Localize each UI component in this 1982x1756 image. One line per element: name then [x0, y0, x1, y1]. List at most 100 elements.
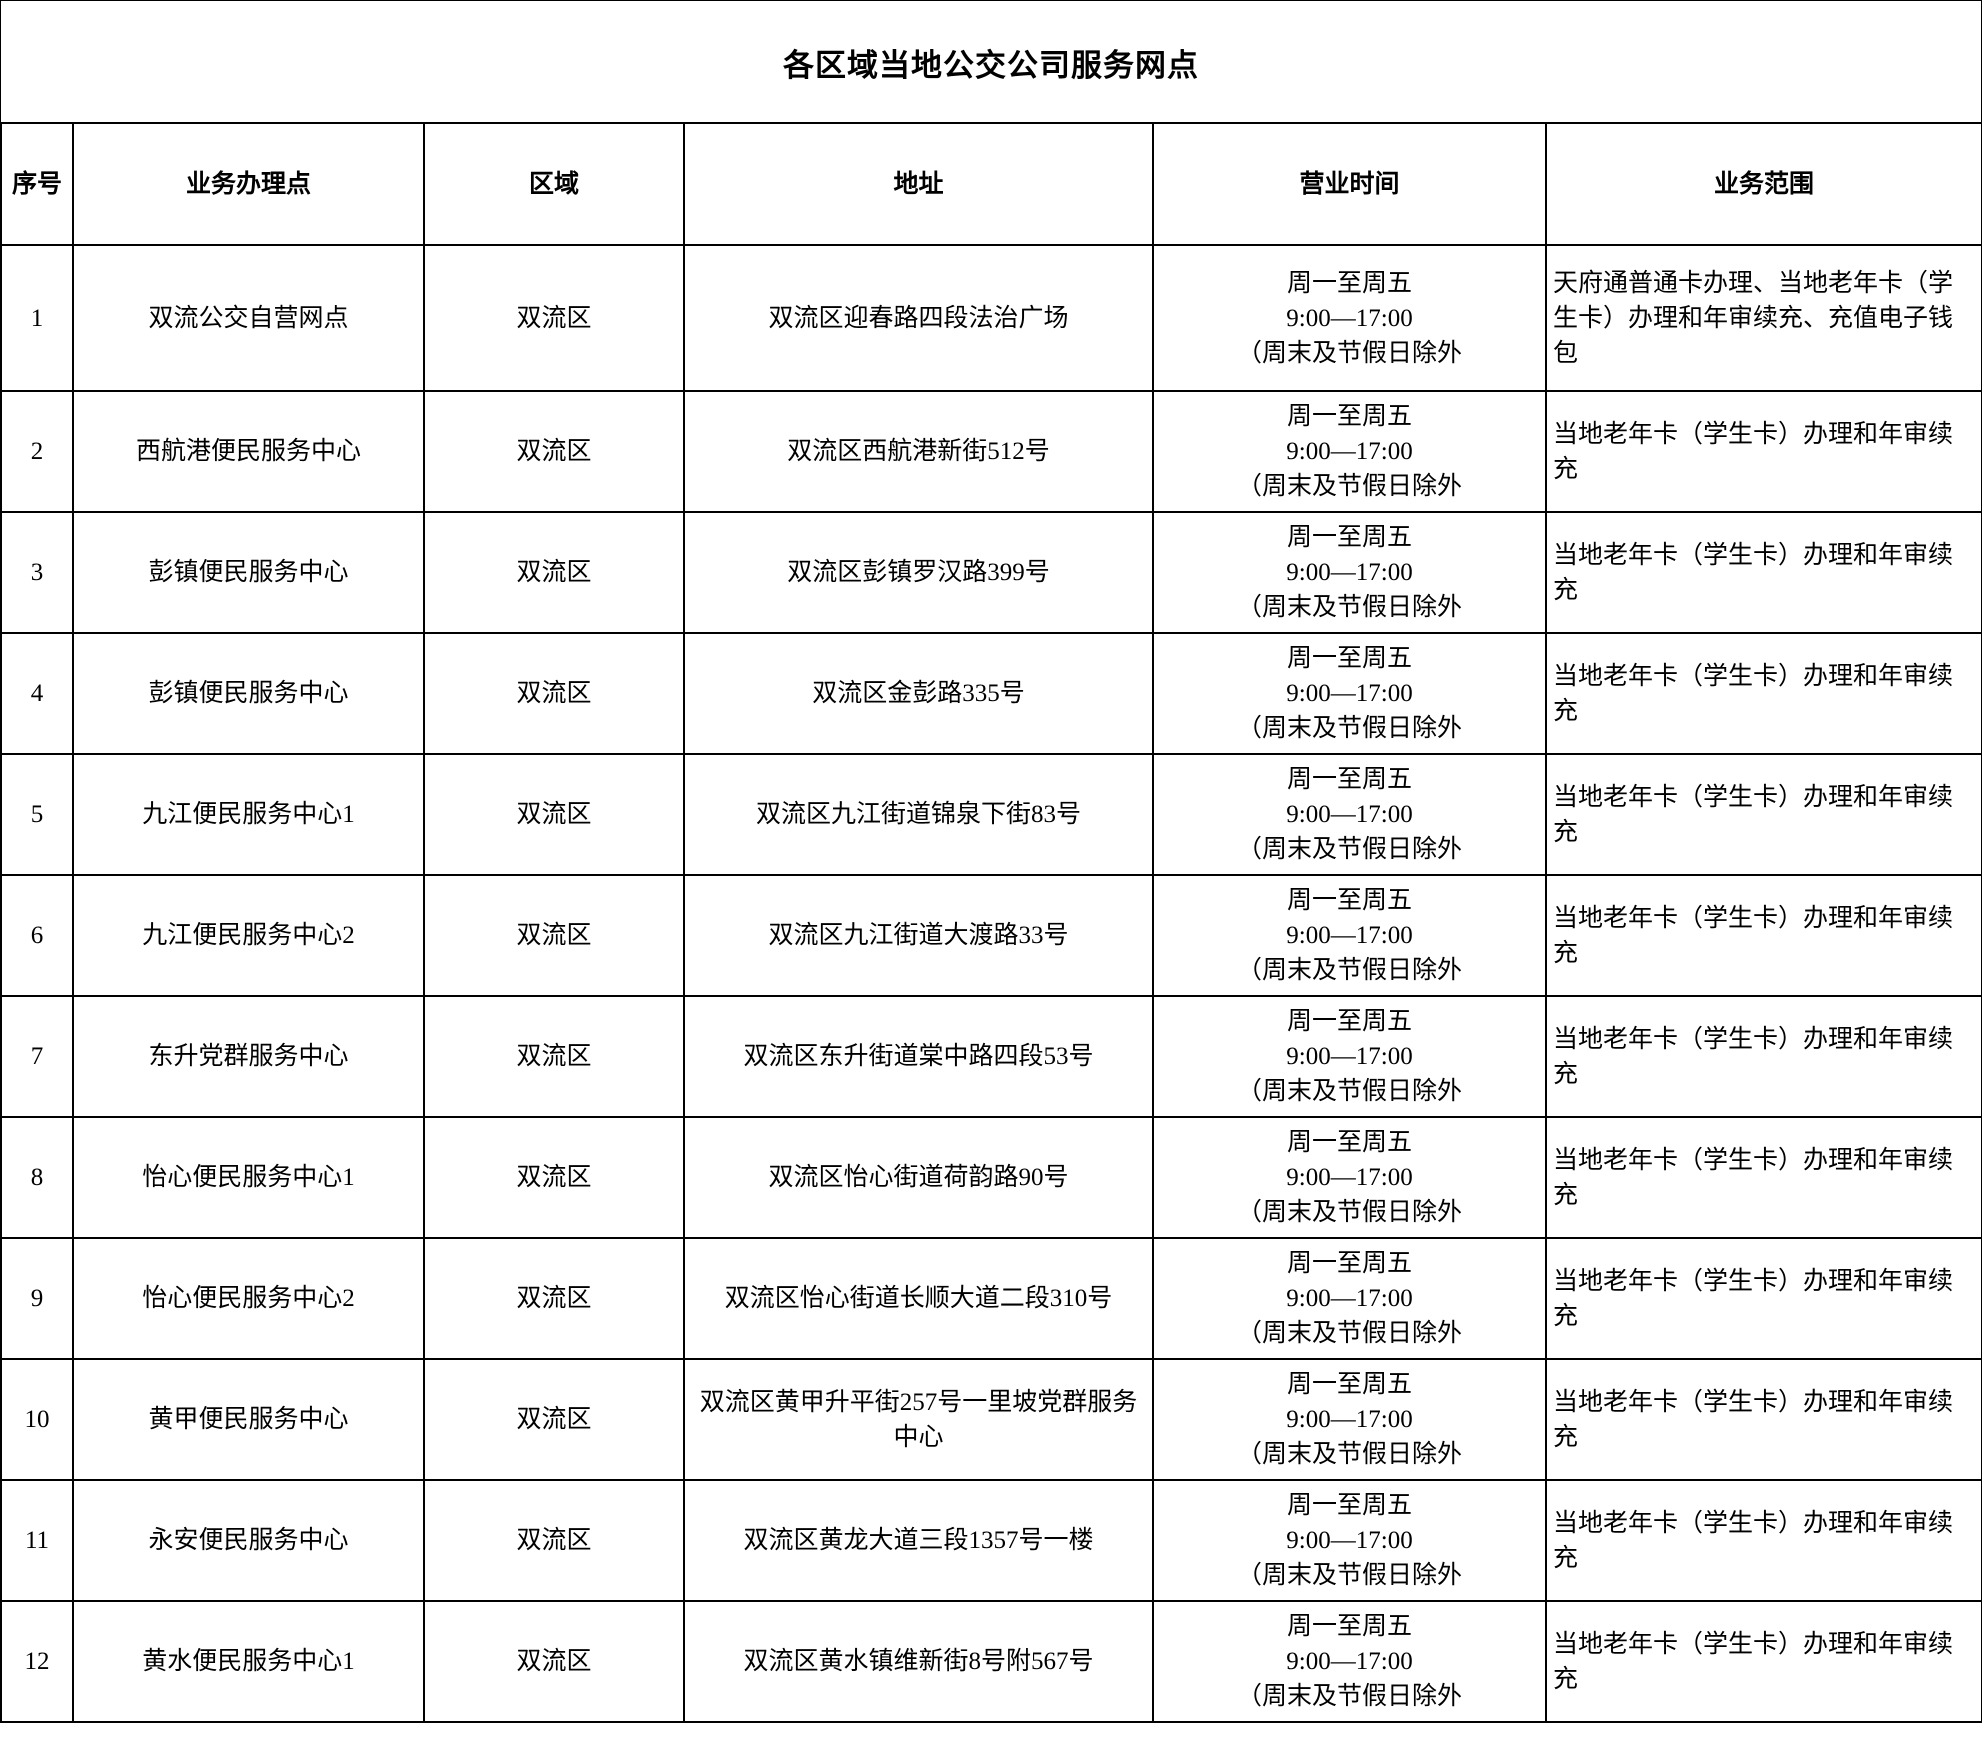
cell-district: 双流区	[423, 995, 685, 1118]
cell-number: 10	[0, 1358, 74, 1481]
cell-service-point: 怡心便民服务中心1	[72, 1116, 425, 1239]
cell-service-point: 永安便民服务中心	[72, 1479, 425, 1602]
column-header-district: 区域	[423, 122, 685, 246]
cell-address: 双流区西航港新街512号	[683, 390, 1154, 513]
cell-business-scope: 当地老年卡（学生卡）办理和年审续充	[1545, 511, 1982, 634]
hours-line: 9:00—17:00	[1286, 1406, 1413, 1433]
cell-business-hours: 周一至周五 9:00—17:00 （周末及节假日除外	[1152, 1116, 1547, 1239]
cell-service-point: 东升党群服务中心	[72, 995, 425, 1118]
hours-line: 9:00—17:00	[1286, 922, 1413, 949]
column-header-service-point: 业务办理点	[72, 122, 425, 246]
table-row: 10 黄甲便民服务中心 双流区 双流区黄甲升平街257号一里坡党群服务中心 周一至周五 9…	[0, 1358, 1982, 1481]
hours-line: 9:00—17:00	[1286, 680, 1413, 707]
hours-line: （周末及节假日除外	[1236, 473, 1462, 500]
cell-district: 双流区	[423, 390, 685, 513]
hours-line: 周一至周五	[1286, 1492, 1412, 1519]
hours-line: （周末及节假日除外	[1236, 339, 1462, 367]
table-row: 11 永安便民服务中心 双流区 双流区黄龙大道三段1357号一楼 周一至周五 9:00—1…	[0, 1479, 1982, 1602]
cell-business-scope: 当地老年卡（学生卡）办理和年审续充	[1545, 1479, 1982, 1602]
cell-business-hours: 周一至周五 9:00—17:00 （周末及节假日除外	[1152, 1237, 1547, 1360]
hours-line: （周末及节假日除外	[1236, 1683, 1462, 1710]
cell-business-scope: 当地老年卡（学生卡）办理和年审续充	[1545, 1600, 1982, 1723]
cell-number: 12	[0, 1600, 74, 1723]
cell-address: 双流区彭镇罗汉路399号	[683, 511, 1154, 634]
cell-number: 2	[0, 390, 74, 513]
column-header-business-hours: 营业时间	[1152, 122, 1547, 246]
cell-district: 双流区	[423, 244, 685, 392]
cell-address: 双流区怡心街道长顺大道二段310号	[683, 1237, 1154, 1360]
cell-address: 双流区九江街道锦泉下街83号	[683, 753, 1154, 876]
cell-address: 双流区金彭路335号	[683, 632, 1154, 755]
cell-number: 5	[0, 753, 74, 876]
cell-business-scope: 当地老年卡（学生卡）办理和年审续充	[1545, 995, 1982, 1118]
hours-line: （周末及节假日除外	[1236, 1320, 1462, 1347]
hours-line: （周末及节假日除外	[1236, 957, 1462, 984]
cell-district: 双流区	[423, 632, 685, 755]
cell-address: 双流区东升街道棠中路四段53号	[683, 995, 1154, 1118]
cell-business-hours: 周一至周五 9:00—17:00 （周末及节假日除外	[1152, 1600, 1547, 1723]
cell-number: 11	[0, 1479, 74, 1602]
cell-service-point: 彭镇便民服务中心	[72, 632, 425, 755]
hours-line: （周末及节假日除外	[1236, 1441, 1462, 1468]
hours-line: 周一至周五	[1286, 1371, 1412, 1398]
cell-service-point: 九江便民服务中心1	[72, 753, 425, 876]
cell-address: 双流区黄龙大道三段1357号一楼	[683, 1479, 1154, 1602]
cell-district: 双流区	[423, 874, 685, 997]
cell-service-point: 黄水便民服务中心1	[72, 1600, 425, 1723]
table-row: 12 黄水便民服务中心1 双流区 双流区黄水镇维新街8号附567号 周一至周五 9:00—…	[0, 1600, 1982, 1723]
table-row: 5 九江便民服务中心1 双流区 双流区九江街道锦泉下街83号 周一至周五 9:00—17:…	[0, 753, 1982, 876]
hours-line: 周一至周五	[1286, 1613, 1412, 1640]
cell-business-hours: 周一至周五 9:00—17:00 （周末及节假日除外	[1152, 1479, 1547, 1602]
hours-line: （周末及节假日除外	[1236, 836, 1462, 863]
cell-address: 双流区九江街道大渡路33号	[683, 874, 1154, 997]
hours-line: 周一至周五	[1286, 269, 1412, 297]
hours-line: （周末及节假日除外	[1236, 1562, 1462, 1589]
table-row: 6 九江便民服务中心2 双流区 双流区九江街道大渡路33号 周一至周五 9:00—17:0…	[0, 874, 1982, 997]
hours-line: 9:00—17:00	[1286, 1285, 1413, 1312]
cell-number: 7	[0, 995, 74, 1118]
hours-line: 周一至周五	[1286, 766, 1412, 793]
cell-address: 双流区迎春路四段法治广场	[683, 244, 1154, 392]
hours-line: 9:00—17:00	[1286, 801, 1413, 828]
hours-line: 9:00—17:00	[1286, 304, 1413, 332]
cell-business-hours: 周一至周五 9:00—17:00 （周末及节假日除外	[1152, 390, 1547, 513]
hours-line: （周末及节假日除外	[1236, 715, 1462, 742]
hours-line: 9:00—17:00	[1286, 559, 1413, 586]
cell-business-scope: 当地老年卡（学生卡）办理和年审续充	[1545, 390, 1982, 513]
cell-number: 3	[0, 511, 74, 634]
cell-service-point: 西航港便民服务中心	[72, 390, 425, 513]
table-header-row: 序号 业务办理点 区域 地址 营业时间 业务范围	[0, 122, 1982, 246]
cell-district: 双流区	[423, 1479, 685, 1602]
hours-line: 周一至周五	[1286, 403, 1412, 430]
cell-district: 双流区	[423, 1237, 685, 1360]
cell-business-scope: 当地老年卡（学生卡）办理和年审续充	[1545, 1237, 1982, 1360]
cell-business-hours: 周一至周五 9:00—17:00 （周末及节假日除外	[1152, 753, 1547, 876]
cell-business-scope: 当地老年卡（学生卡）办理和年审续充	[1545, 632, 1982, 755]
cell-business-hours: 周一至周五 9:00—17:00 （周末及节假日除外	[1152, 632, 1547, 755]
cell-district: 双流区	[423, 1600, 685, 1723]
cell-business-hours: 周一至周五 9:00—17:00 （周末及节假日除外	[1152, 511, 1547, 634]
hours-line: 9:00—17:00	[1286, 438, 1413, 465]
hours-line: 9:00—17:00	[1286, 1527, 1413, 1554]
hours-line: 9:00—17:00	[1286, 1648, 1413, 1675]
hours-line: （周末及节假日除外	[1236, 1078, 1462, 1105]
cell-business-scope: 当地老年卡（学生卡）办理和年审续充	[1545, 874, 1982, 997]
table-row: 1 双流公交自营网点 双流区 双流区迎春路四段法治广场 周一至周五 9:00—17:00 （…	[0, 244, 1982, 392]
hours-line: （周末及节假日除外	[1236, 594, 1462, 621]
column-header-business-scope: 业务范围	[1545, 122, 1982, 246]
cell-number: 4	[0, 632, 74, 755]
cell-number: 8	[0, 1116, 74, 1239]
table-row: 3 彭镇便民服务中心 双流区 双流区彭镇罗汉路399号 周一至周五 9:00—17:00 （…	[0, 511, 1982, 634]
column-header-address: 地址	[683, 122, 1154, 246]
hours-line: 周一至周五	[1286, 1129, 1412, 1156]
cell-address: 双流区黄水镇维新街8号附567号	[683, 1600, 1154, 1723]
cell-business-hours: 周一至周五 9:00—17:00 （周末及节假日除外	[1152, 1358, 1547, 1481]
cell-address: 双流区黄甲升平街257号一里坡党群服务中心	[683, 1358, 1154, 1481]
hours-line: （周末及节假日除外	[1236, 1199, 1462, 1226]
cell-service-point: 黄甲便民服务中心	[72, 1358, 425, 1481]
cell-district: 双流区	[423, 753, 685, 876]
table-row: 2 西航港便民服务中心 双流区 双流区西航港新街512号 周一至周五 9:00—17:00…	[0, 390, 1982, 513]
cell-address: 双流区怡心街道荷韵路90号	[683, 1116, 1154, 1239]
table-row: 8 怡心便民服务中心1 双流区 双流区怡心街道荷韵路90号 周一至周五 9:00—17:0…	[0, 1116, 1982, 1239]
table-row: 4 彭镇便民服务中心 双流区 双流区金彭路335号 周一至周五 9:00—17:00 （周末…	[0, 632, 1982, 755]
